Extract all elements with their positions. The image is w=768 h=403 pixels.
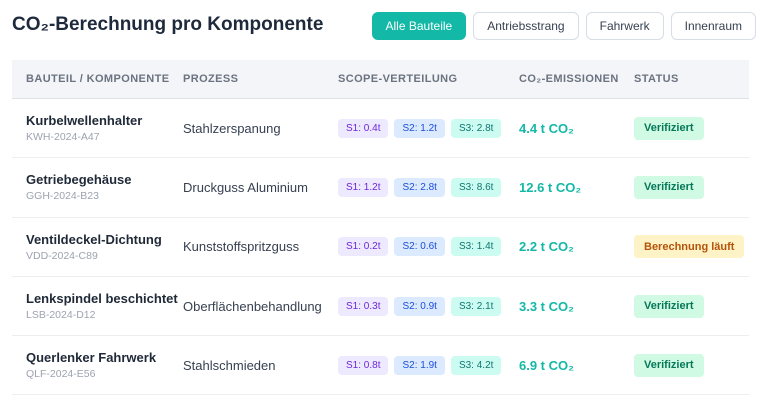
component-cell: Lenkspindel beschichtet LSB-2024-D12 — [26, 277, 178, 335]
scope-distribution: S1: 0.4t S2: 1.2t S3: 2.8t — [338, 99, 502, 157]
column-header-emissions[interactable]: CO₂-Emissionen — [519, 73, 619, 85]
status-cell: Verifiziert — [634, 158, 704, 216]
column-header-scope[interactable]: Scope-Verteilung — [338, 73, 458, 85]
filter-drivetrain-button[interactable]: Antriebsstrang — [473, 12, 579, 40]
scope2-chip: S2: 0.6t — [394, 237, 445, 257]
column-header-component[interactable]: Bauteil / Komponente — [26, 73, 170, 85]
status-cell: Berechnung läuft — [634, 218, 745, 276]
scope-distribution: S1: 1.2t S2: 2.8t S3: 8.6t — [338, 158, 502, 216]
process-cell: Stahlzerspanung — [183, 120, 281, 136]
status-cell: Verifiziert — [634, 99, 704, 157]
component-code: VDD-2024-C89 — [26, 249, 98, 262]
column-header-process[interactable]: Prozess — [183, 73, 239, 85]
component-cell: Kurbelwellenhalter KWH-2024-A47 — [26, 99, 142, 157]
scope3-chip: S3: 1.4t — [450, 237, 502, 257]
scope3-chip: S3: 8.6t — [450, 177, 502, 197]
component-name[interactable]: Lenkspindel beschichtet — [26, 291, 178, 307]
scope2-chip: S2: 1.2t — [394, 118, 445, 138]
status-cell: Verifiziert — [634, 336, 704, 394]
filter-interior-button[interactable]: Innenraum — [670, 12, 756, 40]
table-row[interactable]: Querlenker Fahrwerk QLF-2024-E56 Stahlsc… — [12, 336, 749, 396]
process-cell: Oberflächenbehandlung — [183, 298, 322, 314]
status-badge: Verifiziert — [634, 353, 704, 377]
table-row[interactable]: Getriebegehäuse GGH-2024-B23 Druckguss A… — [12, 158, 749, 218]
page-header: CO₂-Berechnung pro Komponente Alle Baute… — [12, 0, 756, 52]
process-cell: Druckguss Aluminium — [183, 179, 308, 195]
status-badge: Berechnung läuft — [634, 235, 745, 259]
column-header-status[interactable]: Status — [634, 73, 679, 85]
component-name[interactable]: Kurbelwellenhalter — [26, 113, 143, 129]
scope1-chip: S1: 0.8t — [338, 355, 389, 375]
table-row[interactable]: Kurbelwellenhalter KWH-2024-A47 Stahlzer… — [12, 99, 749, 159]
table-header: Bauteil / Komponente Prozess Scope-Verte… — [12, 60, 749, 99]
scope3-chip: S3: 2.1t — [450, 296, 502, 316]
process-cell: Kunststoffspritzguss — [183, 239, 300, 255]
scope-distribution: S1: 0.8t S2: 1.9t S3: 4.2t — [338, 336, 502, 394]
scope2-chip: S2: 1.9t — [394, 355, 445, 375]
emissions-table: Bauteil / Komponente Prozess Scope-Verte… — [12, 60, 749, 396]
scope2-chip: S2: 2.8t — [394, 177, 445, 197]
component-cell: Getriebegehäuse GGH-2024-B23 — [26, 158, 132, 216]
scope1-chip: S1: 1.2t — [338, 177, 389, 197]
component-name[interactable]: Querlenker Fahrwerk — [26, 350, 157, 366]
filter-chassis-button[interactable]: Fahrwerk — [585, 12, 664, 40]
emissions-value: 4.4 t CO₂ — [519, 120, 574, 136]
status-badge: Verifiziert — [634, 294, 704, 318]
component-code: GGH-2024-B23 — [26, 190, 99, 203]
filter-tabs: Alle Bauteile Antriebsstrang Fahrwerk In… — [371, 12, 756, 40]
scope1-chip: S1: 0.3t — [338, 296, 389, 316]
status-badge: Verifiziert — [634, 175, 704, 199]
scope2-chip: S2: 0.9t — [394, 296, 445, 316]
scope-distribution: S1: 0.3t S2: 0.9t S3: 2.1t — [338, 277, 502, 335]
component-cell: Querlenker Fahrwerk QLF-2024-E56 — [26, 336, 156, 394]
process-cell: Stahlschmieden — [183, 357, 276, 373]
page-title: CO₂-Berechnung pro Komponente — [12, 14, 324, 35]
emissions-value: 6.9 t CO₂ — [519, 357, 574, 373]
status-badge: Verifiziert — [634, 116, 704, 140]
component-cell: Ventildeckel-Dichtung VDD-2024-C89 — [26, 218, 162, 276]
emissions-value: 2.2 t CO₂ — [519, 239, 574, 255]
filter-all-button[interactable]: Alle Bauteile — [371, 12, 467, 40]
table-body: Kurbelwellenhalter KWH-2024-A47 Stahlzer… — [12, 99, 749, 396]
scope3-chip: S3: 4.2t — [450, 355, 502, 375]
scope1-chip: S1: 0.4t — [338, 118, 389, 138]
table-row[interactable]: Lenkspindel beschichtet LSB-2024-D12 Obe… — [12, 277, 749, 337]
scope3-chip: S3: 2.8t — [450, 118, 502, 138]
component-name[interactable]: Getriebegehäuse — [26, 172, 132, 188]
component-code: QLF-2024-E56 — [26, 368, 96, 381]
emissions-value: 12.6 t CO₂ — [519, 179, 582, 195]
scope1-chip: S1: 0.2t — [338, 237, 389, 257]
component-code: LSB-2024-D12 — [26, 309, 96, 322]
status-cell: Verifiziert — [634, 277, 704, 335]
table-row[interactable]: Ventildeckel-Dichtung VDD-2024-C89 Kunst… — [12, 218, 749, 277]
scope-distribution: S1: 0.2t S2: 0.6t S3: 1.4t — [338, 218, 502, 276]
emissions-value: 3.3 t CO₂ — [519, 298, 574, 314]
component-name[interactable]: Ventildeckel-Dichtung — [26, 231, 162, 247]
component-code: KWH-2024-A47 — [26, 131, 100, 144]
